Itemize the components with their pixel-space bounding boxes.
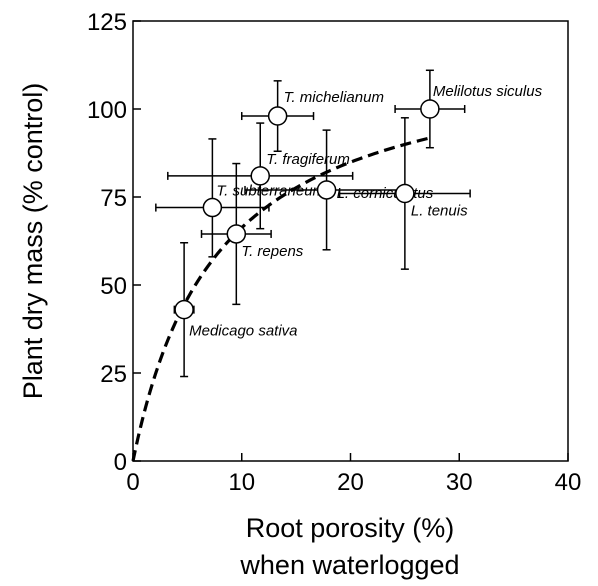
x-tick-label: 40 xyxy=(555,469,582,496)
x-tick-label: 30 xyxy=(446,469,473,496)
data-point xyxy=(316,180,337,200)
point-label: T. fragiferum xyxy=(266,151,350,168)
data-point xyxy=(267,106,288,126)
x-tick-label: 0 xyxy=(126,469,139,496)
point-label: L. corniculatus xyxy=(337,185,434,202)
y-tick-label: 25 xyxy=(100,361,127,388)
data-point xyxy=(395,183,415,204)
point-label: L. tenuis xyxy=(411,202,468,219)
y-tick-label: 100 xyxy=(87,97,127,124)
point-label: Melilotus siculus xyxy=(433,83,543,100)
y-tick-label: 125 xyxy=(87,9,127,36)
x-axis-title-line-2: when waterlogged xyxy=(239,550,459,580)
data-points-layer: Medicago sativa T. subterraneum T. repens T… xyxy=(174,83,543,340)
y-axis-title: Plant dry mass (% control) xyxy=(18,83,48,400)
data-point xyxy=(226,224,247,244)
point-label: T. repens xyxy=(241,243,303,260)
x-tick-label: 20 xyxy=(337,469,364,496)
y-tick-label: 50 xyxy=(100,273,127,300)
point-label: Medicago sativa xyxy=(189,323,297,340)
data-point xyxy=(250,166,270,186)
y-tick-label: 75 xyxy=(100,185,127,212)
x-tick-label: 10 xyxy=(228,469,255,496)
point-label: T. michelianum xyxy=(284,89,384,106)
x-axis-title-line-1: Root porosity (%) xyxy=(246,513,455,543)
point-label: T. subterraneum xyxy=(216,183,325,200)
data-point xyxy=(202,197,223,218)
y-tick-label: 0 xyxy=(114,449,127,476)
data-point xyxy=(420,99,440,119)
data-point xyxy=(174,299,194,320)
axes-layer: 0 10 20 30 40 0 25 50 75 100 125 Root porosity (%) w… xyxy=(18,9,581,580)
